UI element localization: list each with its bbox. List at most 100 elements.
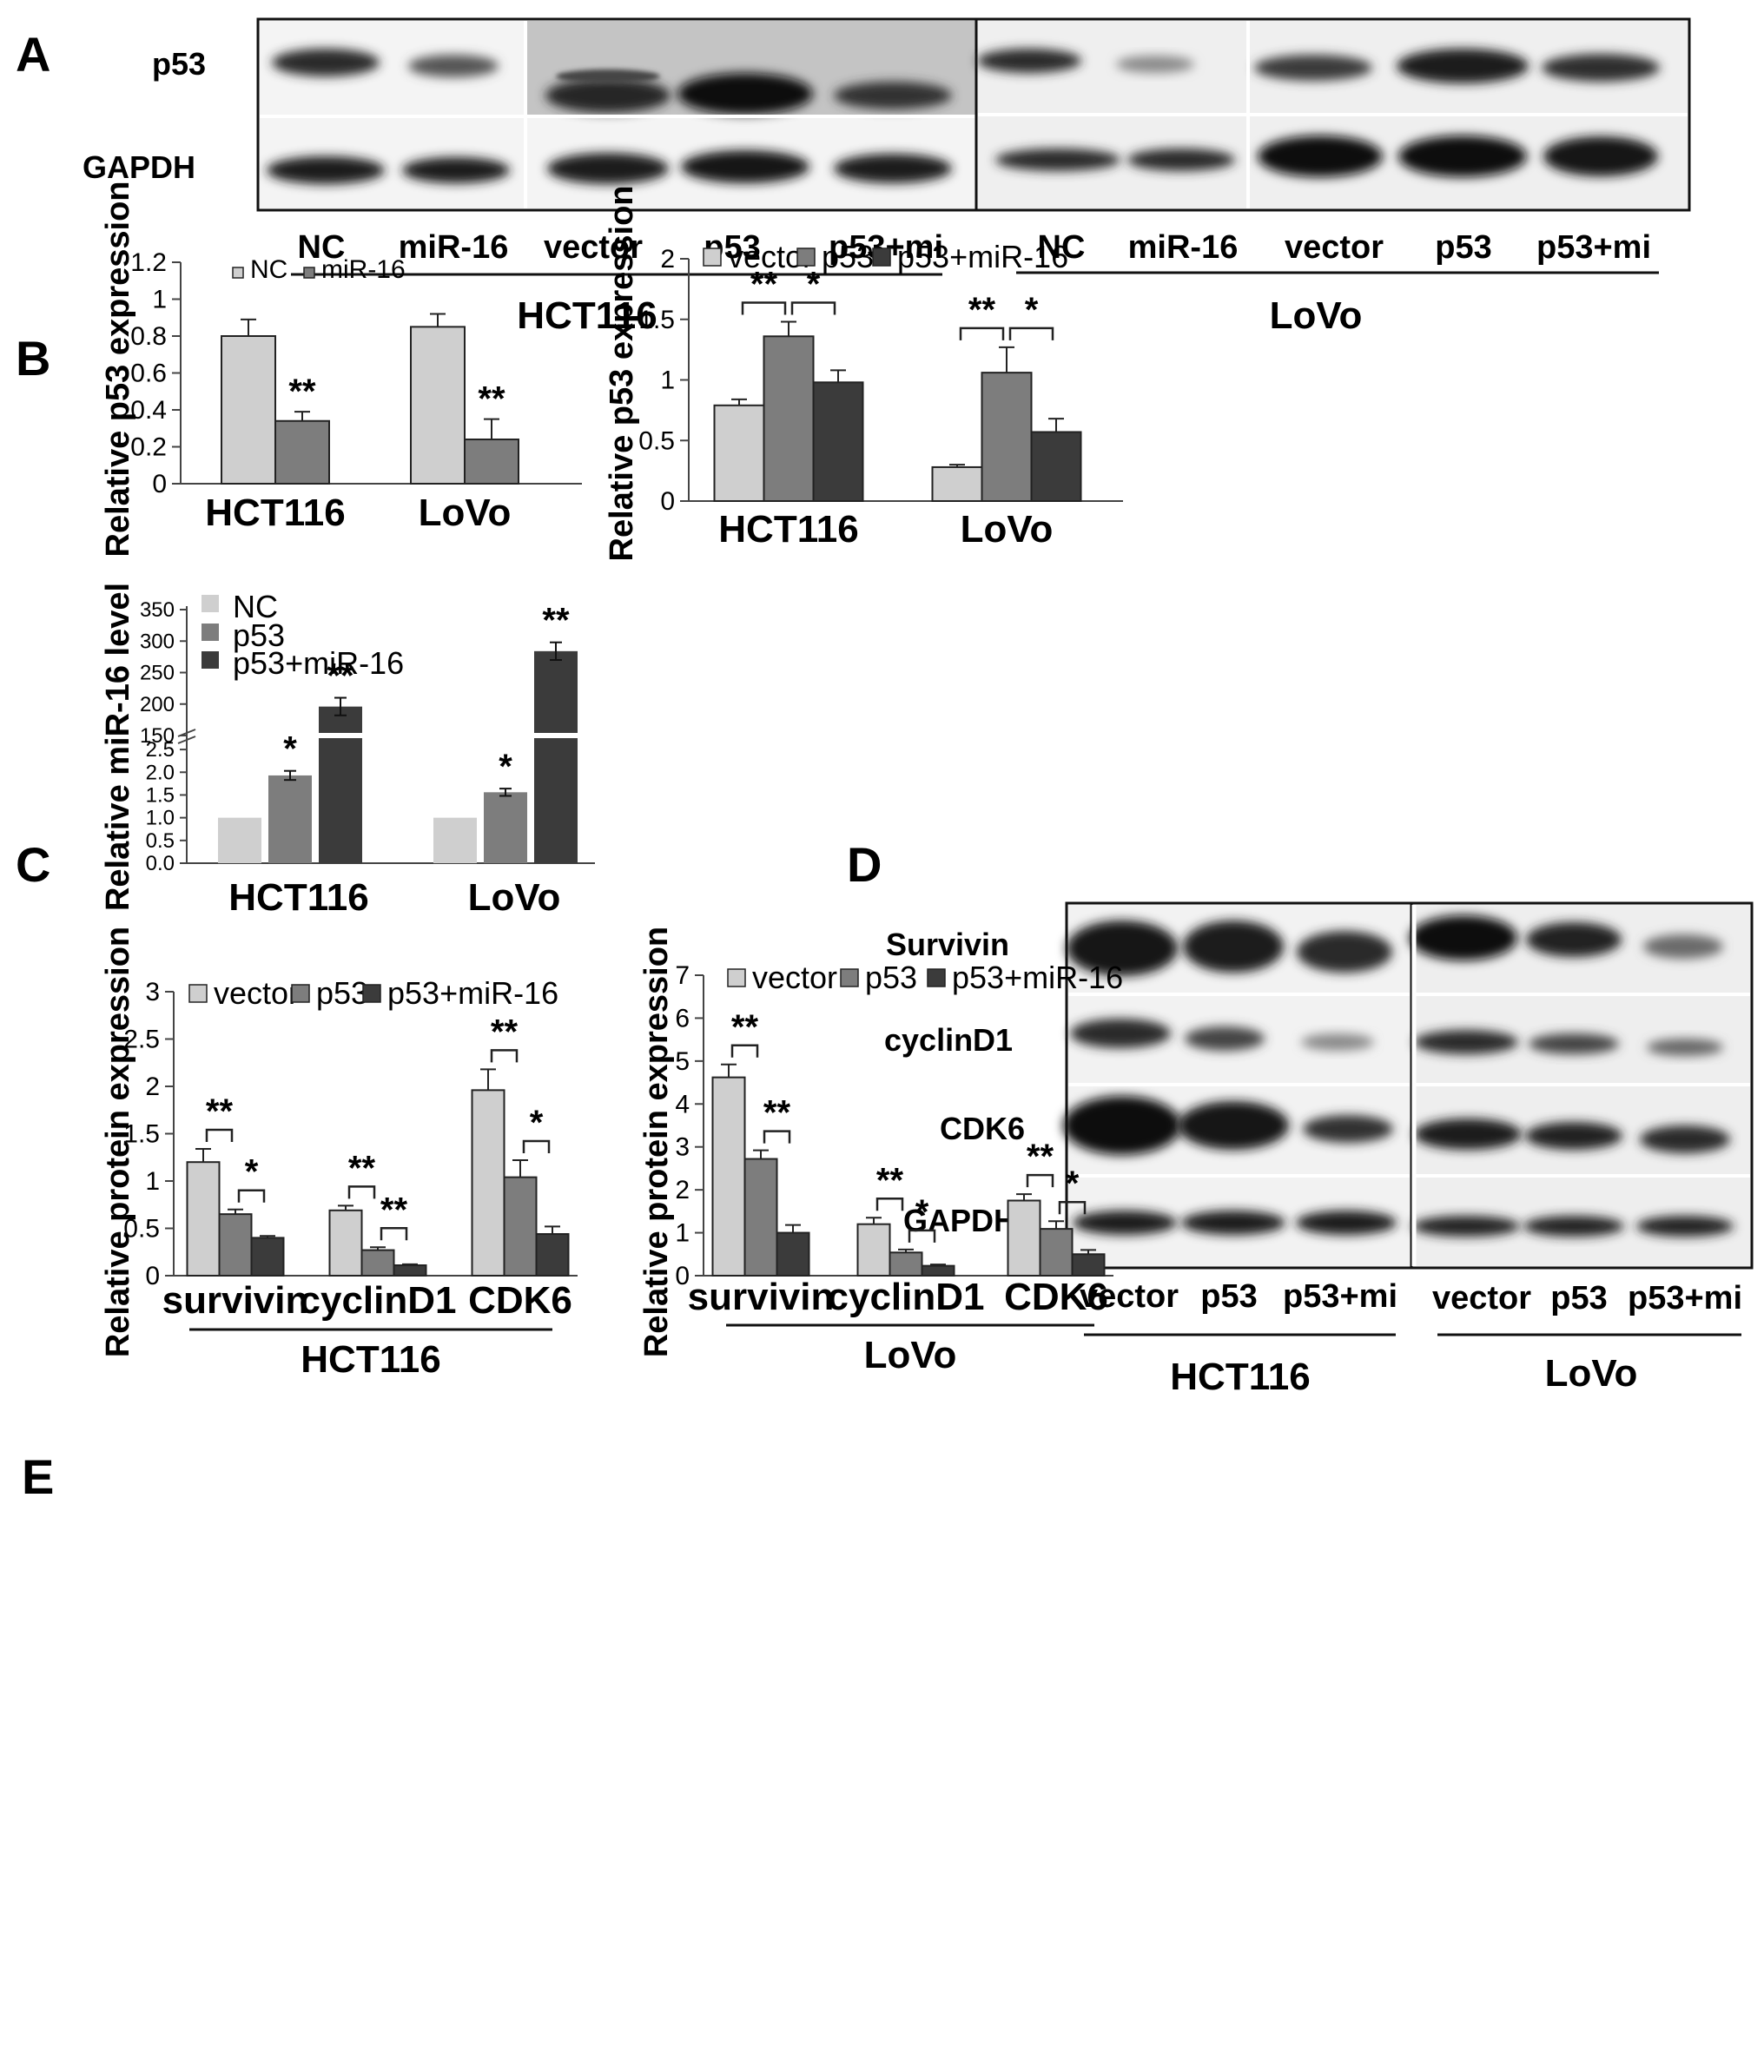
- b-left-ylabel: Relative p53 expression: [100, 181, 136, 558]
- b-left-significance: **: [288, 373, 316, 411]
- e-right-bracket: [908, 1229, 936, 1243]
- b-right-bar-p53+miR-16-LoVo: [1030, 431, 1082, 502]
- b-right-ytick-label: 1: [660, 366, 675, 395]
- e-right-bracket: [763, 1130, 791, 1144]
- blot-d-hct116: [1063, 901, 1413, 1270]
- e-right-legend-swatch-p53+miR-16: [927, 968, 946, 987]
- panel-e-letter: E: [22, 1449, 54, 1504]
- b-right-ytick-label: 0.5: [638, 426, 675, 455]
- b-left-ytick-label: 0.4: [130, 396, 167, 425]
- e-left-bar-p53-survivin: [218, 1213, 253, 1277]
- c-legend-label: p53: [233, 617, 285, 653]
- c-bar-p53-LoVo: [484, 792, 527, 863]
- e-right-ytick-label: 3: [675, 1133, 690, 1162]
- e-right-bar-p53+miR-16-cyclinD1: [921, 1264, 955, 1277]
- c-ylabel: Relative miR-16 level: [100, 583, 136, 911]
- b-left-legend-label: miR-16: [321, 255, 406, 284]
- e-left-category-label: survivin: [162, 1279, 309, 1322]
- e-left-bracket-label: *: [530, 1104, 544, 1142]
- e-right-ytick-label: 6: [675, 1004, 690, 1033]
- b-right-ytick-label: 1.5: [638, 306, 675, 334]
- b-left-ytick-label: 0.2: [130, 433, 167, 462]
- c-significance: *: [499, 748, 512, 786]
- b-right-legend-swatch-vector: [703, 247, 722, 267]
- c-significance: *: [283, 730, 297, 769]
- e-left-bracket-label: *: [245, 1153, 259, 1191]
- panel-a-letter: A: [16, 27, 50, 82]
- chart-e-left: 0 0.5 1 1.5 2 2.5 3 Relative protein expression…: [100, 927, 578, 1381]
- e-left-ytick-label: 3: [145, 978, 160, 1006]
- e-right-ytick-label: 2: [675, 1176, 690, 1204]
- e-right-bracket: [1058, 1200, 1087, 1215]
- b-right-bracket-label: *: [1025, 291, 1039, 329]
- b-right-bar-p53-LoVo: [981, 372, 1033, 502]
- b-left-ytick-label: 1: [152, 286, 167, 314]
- e-left-legend-swatch-vector: [188, 984, 208, 1003]
- c-ytick-label: 0.0: [146, 852, 175, 875]
- c-ytick-label: 250: [140, 662, 175, 685]
- c-ytick-label: 1.0: [146, 807, 175, 830]
- c-bar-NC-LoVo: [433, 817, 477, 863]
- b-right-ytick-label: 2: [660, 245, 675, 274]
- b-right-category-label: LoVo: [961, 508, 1054, 551]
- panel-d-letter: D: [847, 837, 882, 892]
- c-legend-swatch-NC: [202, 595, 219, 612]
- e-right-legend-label: vector: [752, 960, 837, 995]
- e-left-ytick-label: 2.5: [123, 1026, 160, 1054]
- chart-b-right: 0 0.5 1 1.5 2 Relative p53 expression HCT116 Lo…: [604, 186, 1123, 562]
- b-left-legend-label: NC: [250, 255, 287, 284]
- e-right-bracket-label: **: [763, 1094, 791, 1132]
- e-left-bracket: [347, 1185, 376, 1199]
- e-left-bracket: [205, 1128, 234, 1142]
- e-left-bar-p53+miR-16-cyclinD1: [393, 1264, 427, 1277]
- b-left-significance: **: [478, 380, 505, 419]
- c-ytick-label: 1.5: [146, 783, 175, 807]
- c-axis-break: [177, 736, 196, 744]
- b-right-bracket: [959, 327, 1005, 340]
- label-d-hct116: HCT116: [1170, 1356, 1310, 1398]
- e-right-bracket-label: **: [876, 1161, 904, 1199]
- c-ytick-label: 2.0: [146, 761, 175, 784]
- e-left-ytick-label: 2: [145, 1072, 160, 1101]
- e-right-bracket-label: *: [1066, 1165, 1080, 1203]
- b-right-bracket: [1008, 327, 1054, 340]
- blot-a-hct116: [256, 17, 979, 212]
- lane-d-lovo-p53: p53: [1550, 1280, 1607, 1316]
- label-a-lovo: LoVo: [1270, 294, 1363, 337]
- c-ytick-label: 2.5: [146, 738, 175, 762]
- b-right-bracket-label: *: [807, 266, 821, 304]
- b-left-legend-swatch-miR-16: [303, 267, 315, 279]
- e-right-group-label: LoVo: [864, 1334, 957, 1376]
- b-left-category-label: LoVo: [419, 492, 512, 534]
- b-right-ytick-label: 0: [660, 487, 675, 516]
- lane-a-hct-nc: NC: [298, 229, 346, 266]
- e-left-ylabel: Relative protein expression: [100, 927, 136, 1357]
- label-a-hct116: HCT116: [517, 294, 657, 337]
- b-right-ylabel: Relative p53 expression: [604, 186, 640, 562]
- c-legend-label: p53+miR-16: [233, 645, 404, 681]
- c-bar-break: [317, 733, 364, 738]
- c-ytick-label: 350: [140, 598, 175, 622]
- e-right-legend-swatch-p53: [840, 968, 859, 987]
- lane-d-lovo-p53mi: p53+mi: [1628, 1280, 1742, 1316]
- c-category-label: HCT116: [228, 876, 368, 919]
- e-left-group-label: HCT116: [301, 1338, 440, 1381]
- blot-d-lovo: [1410, 901, 1754, 1270]
- e-left-ytick-label: 1: [145, 1167, 160, 1196]
- blot-a-label-gapdh: GAPDH: [83, 149, 195, 185]
- blot-d-label-cdk6: CDK6: [940, 1111, 1025, 1146]
- e-left-ytick-label: 0: [145, 1262, 160, 1290]
- lane-d-lovo-vector: vector: [1432, 1280, 1531, 1316]
- c-legend-swatch-p53: [202, 624, 219, 641]
- c-ytick-label: 150: [140, 724, 175, 748]
- b-left-ytick-label: 1.2: [130, 248, 167, 277]
- b-left-ytick-label: 0: [152, 470, 167, 498]
- c-ytick-label: 300: [140, 630, 175, 653]
- blot-d-label-survivin: Survivin: [886, 927, 1009, 962]
- b-right-bar-p53+miR-16-HCT116: [812, 381, 864, 503]
- e-right-bracket: [1026, 1173, 1054, 1188]
- e-right-legend-label: p53: [865, 960, 917, 995]
- e-right-ytick-label: 4: [675, 1090, 690, 1118]
- e-right-bar-p53-cyclinD1: [889, 1251, 923, 1277]
